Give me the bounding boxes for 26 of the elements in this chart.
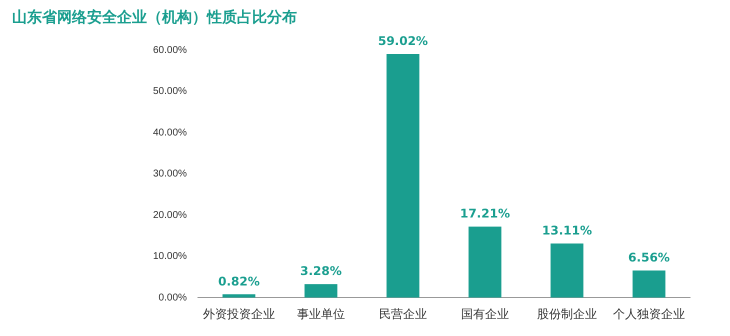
x-tick-label: 股份制企业 [536, 307, 597, 322]
data-label: 59.02% [378, 34, 428, 48]
y-tick-label: 0.00% [158, 292, 188, 304]
x-tick-label: 民营企业 [378, 307, 427, 322]
x-tick-label: 事业单位 [296, 307, 345, 322]
y-tick-label: 20.00% [152, 210, 188, 221]
bar [468, 226, 502, 298]
data-label: 17.21% [460, 206, 510, 221]
bar [304, 284, 338, 298]
x-tick-label: 国有企业 [460, 307, 509, 322]
y-tick-label: 30.00% [152, 168, 188, 180]
data-label: 6.56% [628, 250, 670, 265]
data-label: 0.82% [218, 274, 260, 288]
chart-title: 山东省网络安全企业（机构）性质占比分布 [12, 8, 297, 27]
bar [386, 54, 420, 298]
bar [632, 270, 666, 298]
x-tick-label: 个人独资企业 [612, 307, 685, 322]
y-tick-label: 40.00% [152, 127, 188, 138]
bar [222, 294, 256, 298]
bar [550, 244, 584, 298]
x-tick-label: 外资投资企业 [202, 307, 275, 322]
data-label: 3.28% [300, 264, 342, 278]
y-tick-label: 50.00% [152, 86, 188, 98]
data-label: 13.11% [542, 224, 592, 238]
y-tick-label: 10.00% [152, 251, 188, 262]
y-tick-label: 60.00% [152, 44, 188, 56]
